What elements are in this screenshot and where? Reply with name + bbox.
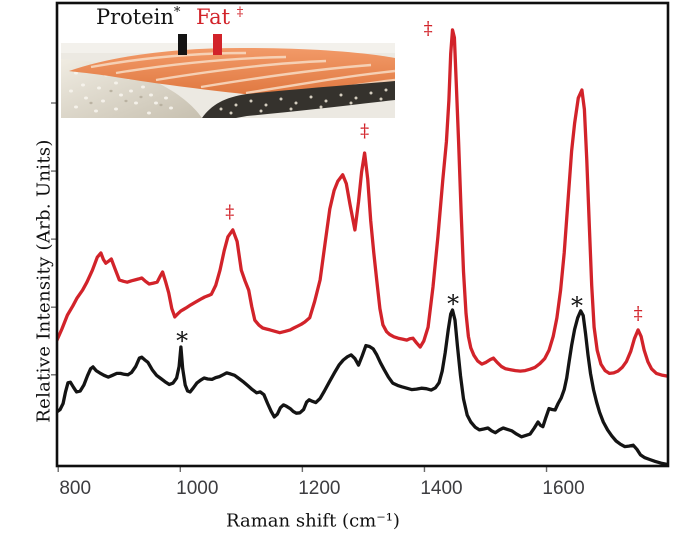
fat-peak-marker: ‡	[634, 303, 643, 324]
y-axis-label: Relative Intensity (Arb. Units)	[33, 139, 55, 423]
protein-peak-marker: *	[176, 327, 188, 355]
legend-protein: Protein*	[96, 5, 180, 29]
legend-fat-label: Fat	[196, 5, 231, 29]
legend-protein-bar-icon	[178, 34, 187, 55]
fat-peak-marker: ‡	[424, 18, 433, 39]
skin-dark-speckled-edge	[202, 81, 395, 118]
legend-fat-marker: ‡	[236, 5, 244, 20]
fat-peak-marker: ‡	[360, 120, 369, 141]
salmon-photo-inset	[61, 43, 395, 118]
spectrum-fat-curve	[57, 28, 668, 378]
salmon-photo	[61, 43, 395, 118]
legend-protein-marker: *	[173, 5, 181, 20]
skin-shadow-dots	[89, 89, 163, 107]
salmon-flesh	[69, 48, 395, 97]
fat-peak-marker: ‡	[225, 201, 234, 222]
dark-edge-glints	[219, 88, 388, 115]
protein-peak-marker: *	[447, 290, 459, 318]
spectra-curves	[57, 28, 668, 466]
skin-scale-texture	[69, 67, 173, 115]
x-tick-label: 1400	[420, 478, 462, 499]
legend-protein-label: Protein	[96, 5, 174, 29]
x-tick-label: 1000	[176, 478, 218, 499]
photo-top-strip	[61, 43, 395, 53]
legend-fat-bar-icon	[213, 34, 222, 55]
spectrum-protein-curve	[57, 308, 668, 466]
x-axis-label: Raman shift (cm⁻¹)	[226, 510, 400, 532]
plot-frame	[55, 1, 670, 468]
x-tick-label: 1200	[298, 478, 340, 499]
axis-ticks: 800 1000 1200 1400 1600	[51, 102, 585, 499]
x-tick-label: 800	[59, 478, 91, 499]
peak-annotations: * * * ‡ ‡ ‡ ‡	[176, 18, 642, 355]
protein-peak-marker: *	[571, 292, 583, 320]
legend-fat: Fat ‡	[196, 5, 243, 29]
x-tick-label: 1600	[542, 478, 584, 499]
